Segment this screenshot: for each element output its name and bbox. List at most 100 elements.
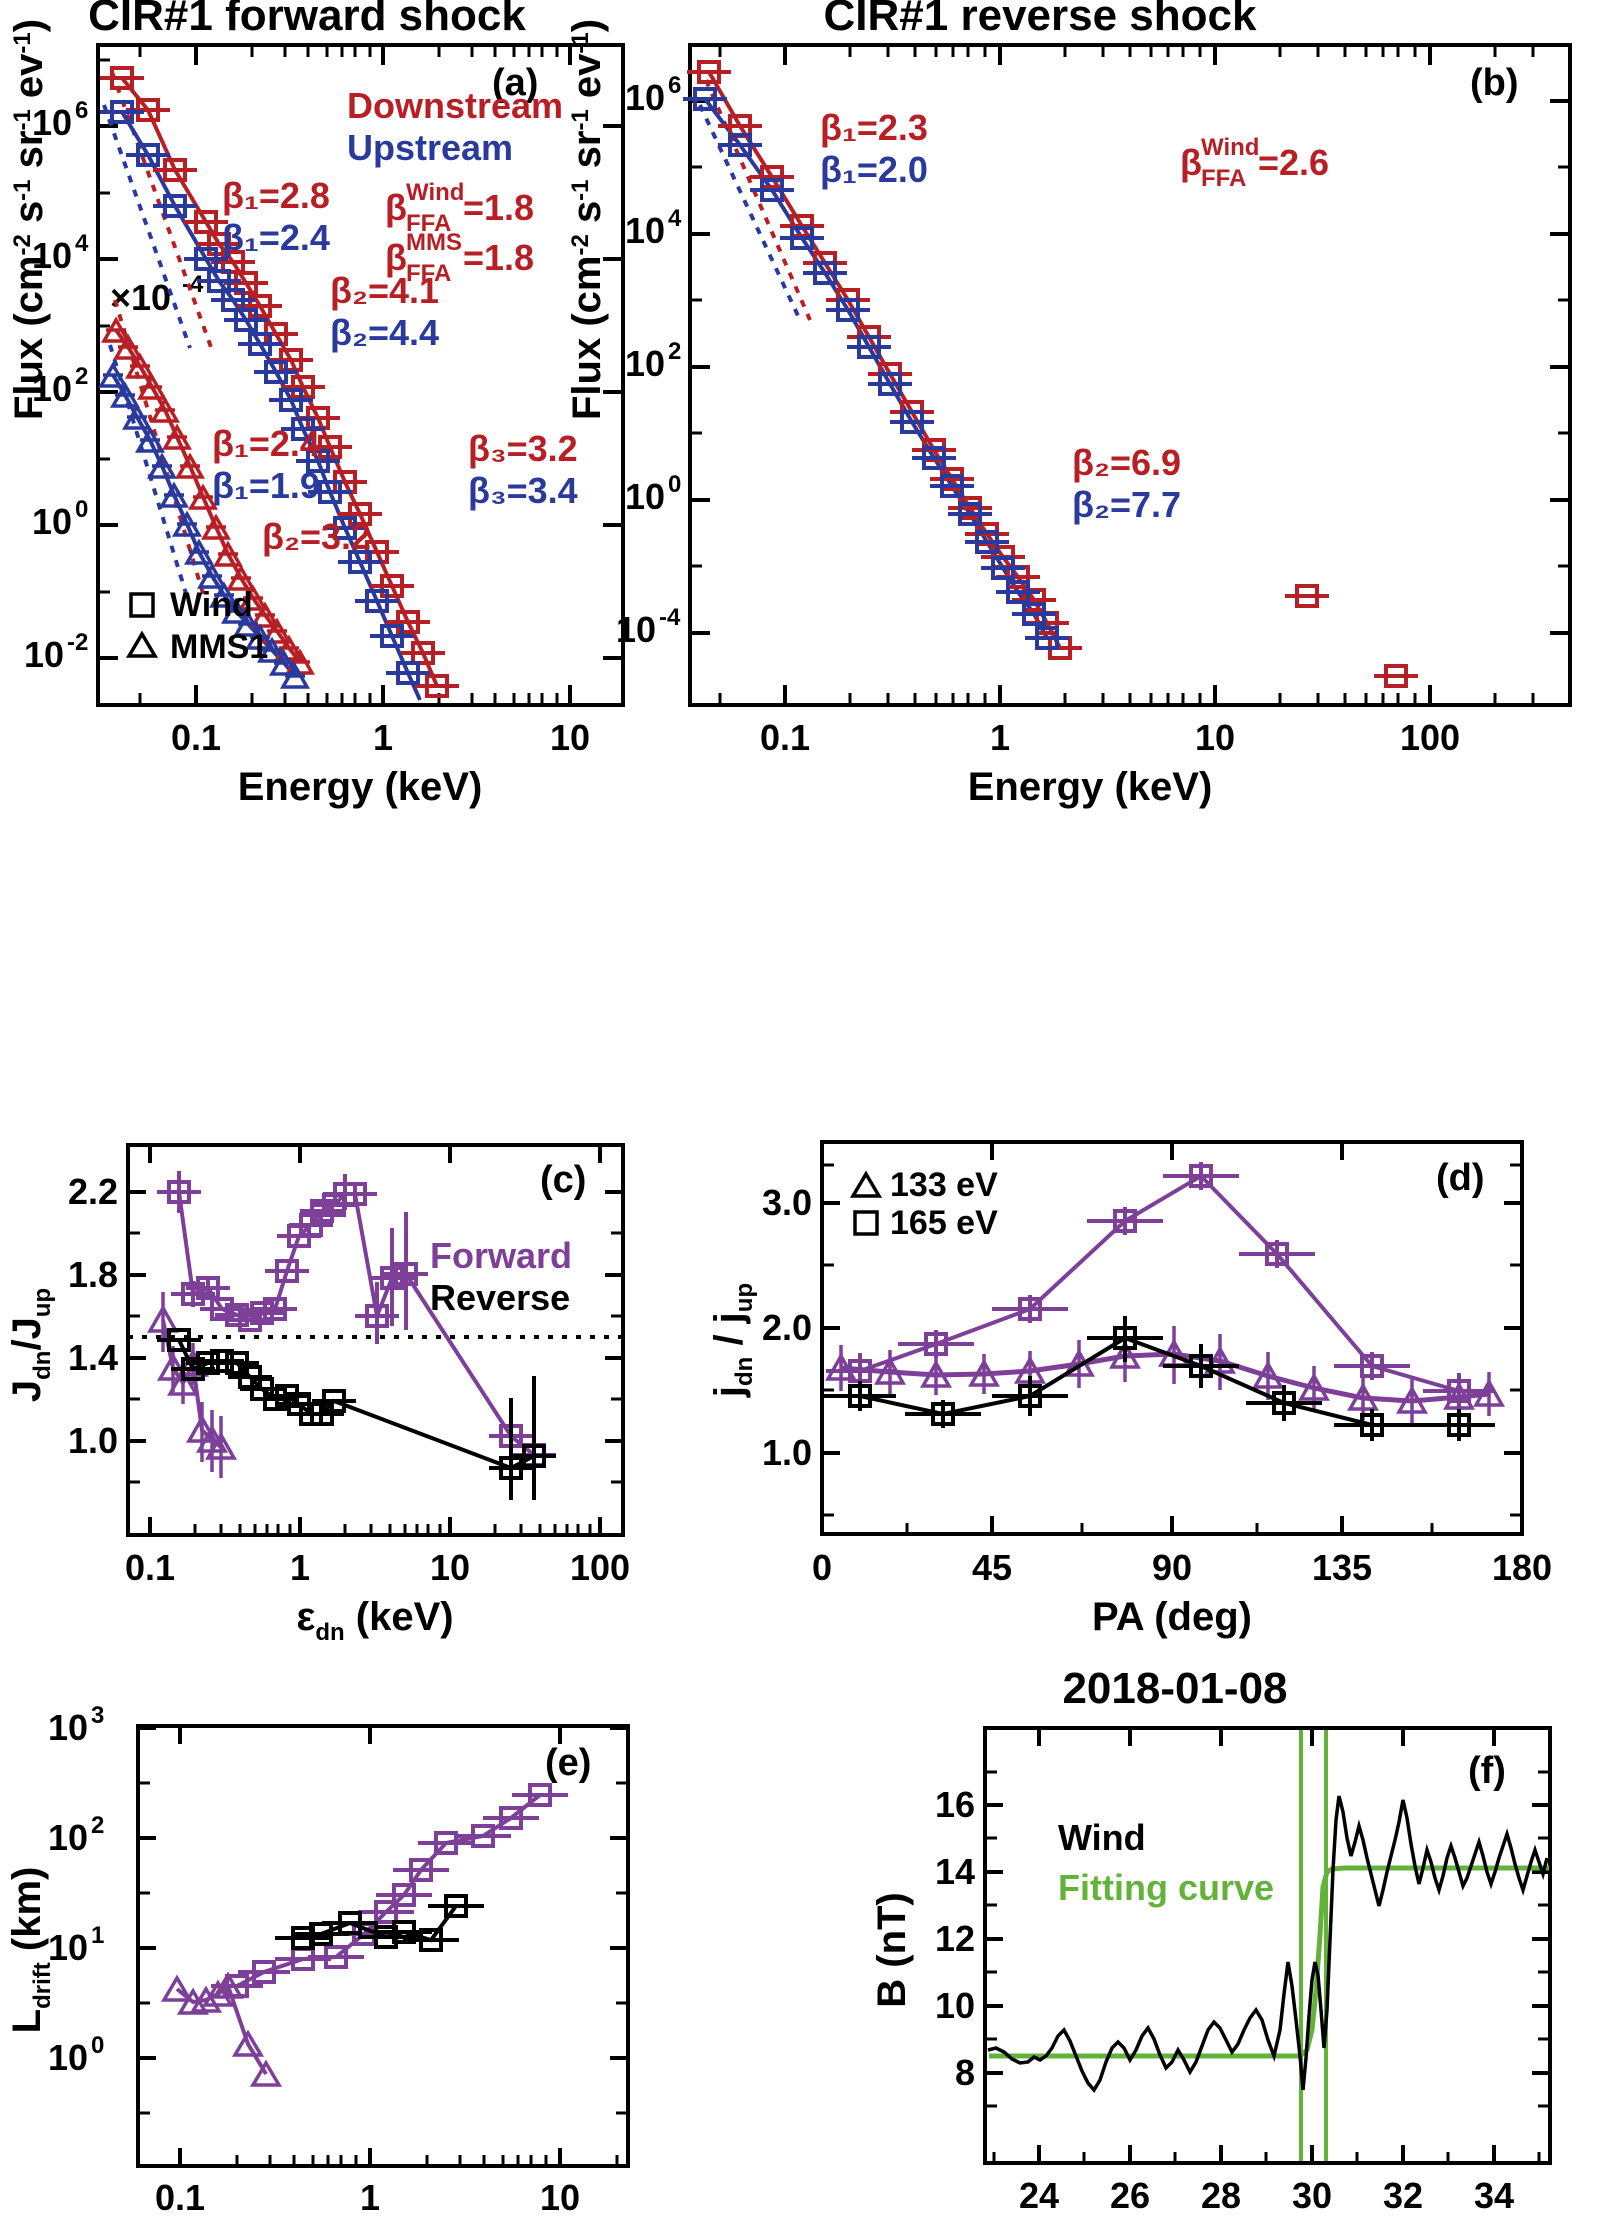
data-marker-square bbox=[338, 502, 382, 526]
data-marker-square bbox=[126, 143, 170, 167]
ytick-label: 14 bbox=[935, 1851, 975, 1892]
data-marker-square bbox=[780, 226, 824, 250]
data-marker-square bbox=[153, 194, 197, 218]
ylabel-part: sr bbox=[7, 131, 51, 180]
panel-c-xticks bbox=[148, 1145, 602, 1535]
panel-a-xlabel: Energy (keV) bbox=[238, 765, 483, 809]
panel-f-legend-fitting: Fitting curve bbox=[1058, 1867, 1274, 1908]
ytick-label: 10 bbox=[935, 1985, 975, 2026]
ylabel-exp: -1 bbox=[567, 109, 594, 130]
data-marker-square bbox=[750, 178, 794, 202]
data-marker-triangle bbox=[196, 562, 228, 589]
data-marker-triangle bbox=[134, 426, 166, 453]
ytick-label: 10 bbox=[32, 235, 72, 276]
ytick-exp: 0 bbox=[75, 496, 88, 523]
ylabel-part: Flux (cm bbox=[7, 256, 51, 420]
xtick-label: 0.1 bbox=[760, 717, 810, 758]
xtick-label: 0.1 bbox=[155, 2177, 205, 2217]
panel-a-ann-beta2-down: β₂=4.1 bbox=[330, 270, 439, 311]
data-marker-square bbox=[1423, 1409, 1495, 1441]
panel-a-upstream-wind-markers bbox=[100, 100, 430, 685]
data-marker-square bbox=[803, 261, 847, 285]
panel-a-ann-beta1-up: β₁=2.4 bbox=[222, 217, 330, 258]
ylabel-part: s bbox=[565, 201, 609, 234]
panel-c-legend-reverse: Reverse bbox=[430, 1277, 570, 1318]
data-marker-square bbox=[312, 1389, 356, 1413]
panel-a-marker-legend: Wind MMS1 bbox=[125, 586, 268, 666]
panel-d-yminor bbox=[822, 1163, 1522, 1517]
data-marker-triangle bbox=[1396, 1379, 1428, 1423]
data-marker-square bbox=[308, 1945, 364, 1969]
panel-a: CIR#1 forward shock (a) 10 6 10 4 10 2 1… bbox=[7, 0, 625, 809]
data-marker-triangle bbox=[208, 581, 240, 608]
data-marker-square bbox=[912, 446, 956, 470]
panel-b-ann-beta1-up: β₁=2.0 bbox=[820, 149, 928, 190]
data-marker-triangle bbox=[874, 1350, 906, 1394]
legend-label-165ev: 165 eV bbox=[890, 1204, 998, 1242]
data-marker-square bbox=[683, 87, 727, 111]
data-marker-square bbox=[418, 1831, 474, 1855]
panel-e-yticks bbox=[138, 1726, 628, 2060]
data-marker-square bbox=[338, 550, 382, 574]
data-marker-square bbox=[996, 580, 1040, 604]
square-165ev-icon bbox=[853, 1210, 879, 1236]
svg-text:jdn / jup: jdn / jup bbox=[707, 1283, 758, 1398]
panel-d-xlabel: PA (deg) bbox=[1092, 1595, 1252, 1639]
panel-e-id: (e) bbox=[545, 1742, 591, 1784]
data-marker-triangle bbox=[212, 540, 244, 567]
data-marker-triangle bbox=[183, 538, 215, 565]
xtick-label: 90 bbox=[1152, 1547, 1192, 1588]
panel-d-xminor bbox=[905, 1523, 1434, 1534]
data-marker-square bbox=[376, 1883, 432, 1907]
ytick-label: 1.0 bbox=[68, 1420, 118, 1461]
xtick-label: 1 bbox=[373, 717, 393, 758]
ylabel-exp: -1 bbox=[9, 109, 36, 130]
ylabel-rest: (km) bbox=[5, 1867, 49, 1963]
panel-a-xtick-labels: 0.1 1 10 bbox=[171, 717, 590, 758]
data-marker-square bbox=[824, 1381, 896, 1411]
data-marker-triangle bbox=[97, 361, 129, 388]
panel-b-yminor bbox=[690, 165, 1570, 568]
panel-f-ytick-labels: 16 14 12 10 8 bbox=[935, 1784, 975, 2093]
data-marker-square bbox=[333, 1182, 377, 1206]
panel-a-title: CIR#1 forward shock bbox=[88, 0, 526, 40]
data-marker-square bbox=[868, 372, 912, 396]
data-marker-triangle bbox=[231, 2029, 265, 2057]
ylabel-part: ev bbox=[7, 53, 51, 109]
panel-d: (d) 3.0 2.0 1.0 0 45 90 135 180 PA (deg)… bbox=[707, 1140, 1552, 1639]
ytick-exp: 6 bbox=[75, 97, 88, 124]
data-marker-square bbox=[948, 502, 992, 526]
xtick-label: 0.1 bbox=[171, 717, 221, 758]
panel-c-xtick-labels: 0.1 1 10 100 bbox=[125, 1547, 630, 1588]
panel-d-yticks bbox=[822, 1201, 1522, 1455]
xtick-label: 0.1 bbox=[125, 1547, 175, 1588]
data-marker-triangle bbox=[249, 2059, 283, 2087]
panel-b-xtick-labels: 0.1 1 10 100 bbox=[760, 717, 1460, 758]
xtick-label: 1 bbox=[990, 717, 1010, 758]
svg-text:Flux (cm-2 s-1 sr-1 ev-1): Flux (cm-2 s-1 sr-1 ev-1) bbox=[7, 19, 51, 420]
panel-a-yminor bbox=[98, 58, 110, 594]
data-marker-triangle bbox=[124, 352, 156, 379]
ylabel-sub1: dn bbox=[731, 1357, 758, 1386]
data-marker-triangle bbox=[1252, 1352, 1284, 1400]
ylabel-part: ) bbox=[7, 19, 51, 32]
data-marker-square bbox=[238, 332, 282, 356]
data-marker-square bbox=[171, 1357, 215, 1381]
data-marker-square bbox=[965, 530, 1009, 554]
ylabel-part: Flux (cm bbox=[565, 256, 609, 420]
ytick-label: 1.8 bbox=[68, 1254, 118, 1295]
ytick-label: 10 bbox=[32, 368, 72, 409]
ytick-exp: -2 bbox=[67, 629, 88, 656]
ylabel-part: ) bbox=[565, 19, 609, 32]
data-marker-square bbox=[905, 1400, 981, 1428]
xtick-label: 26 bbox=[1110, 2175, 1150, 2216]
data-marker-square bbox=[358, 1900, 414, 1924]
data-marker-triangle bbox=[244, 623, 276, 650]
ytick-label: 2.2 bbox=[68, 1171, 118, 1212]
ytick-label: 10 bbox=[32, 501, 72, 542]
ytick-exp: 4 bbox=[668, 205, 682, 232]
data-marker-triangle bbox=[1347, 1376, 1379, 1420]
data-marker-triangle bbox=[136, 373, 168, 400]
data-marker-square bbox=[100, 100, 144, 124]
panel-e-xminor bbox=[235, 2155, 619, 2166]
